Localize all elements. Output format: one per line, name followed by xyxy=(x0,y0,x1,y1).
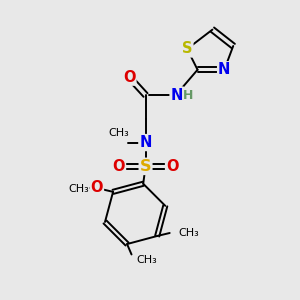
Text: S: S xyxy=(182,41,192,56)
Text: N: N xyxy=(171,88,183,103)
Text: N: N xyxy=(218,62,230,77)
Text: CH₃: CH₃ xyxy=(136,255,157,266)
Text: O: O xyxy=(123,70,135,85)
Text: O: O xyxy=(166,159,178,174)
Text: CH₃: CH₃ xyxy=(68,184,89,194)
Text: CH₃: CH₃ xyxy=(108,128,129,137)
Text: CH₃: CH₃ xyxy=(178,228,199,238)
Text: S: S xyxy=(140,159,151,174)
Text: N: N xyxy=(140,135,152,150)
Text: H: H xyxy=(183,89,193,102)
Text: O: O xyxy=(91,180,103,195)
Text: O: O xyxy=(112,159,125,174)
